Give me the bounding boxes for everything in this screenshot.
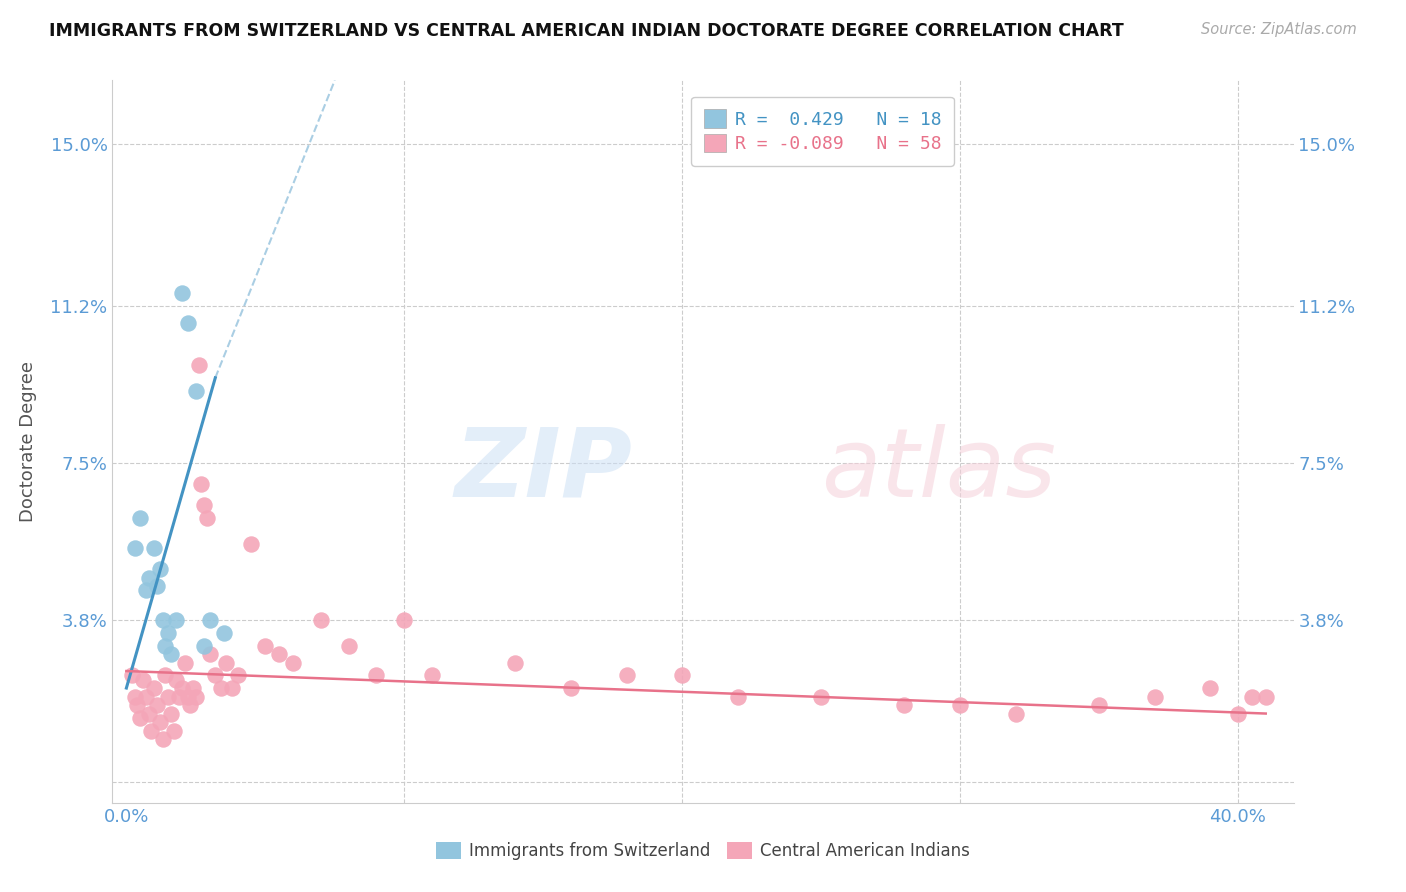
Point — [893, 698, 915, 712]
Point — [152, 613, 174, 627]
Text: atlas: atlas — [821, 424, 1056, 517]
Point — [176, 316, 198, 330]
Point — [132, 673, 155, 687]
Point — [138, 570, 160, 584]
Point — [157, 690, 180, 704]
Point — [195, 511, 218, 525]
Point — [281, 656, 304, 670]
Point — [1199, 681, 1222, 695]
Text: Source: ZipAtlas.com: Source: ZipAtlas.com — [1201, 22, 1357, 37]
Point — [1240, 690, 1263, 704]
Point — [135, 583, 157, 598]
Point — [127, 698, 149, 712]
Point — [212, 625, 235, 640]
Point — [146, 579, 169, 593]
Point — [155, 639, 177, 653]
Point — [616, 668, 638, 682]
Point — [1226, 706, 1249, 721]
Point — [810, 690, 832, 704]
Point — [193, 639, 215, 653]
Point — [165, 673, 187, 687]
Point — [165, 613, 187, 627]
Point — [173, 656, 195, 670]
Text: ZIP: ZIP — [454, 424, 633, 517]
Point — [160, 706, 183, 721]
Point — [420, 668, 443, 682]
Point — [1143, 690, 1166, 704]
Point — [129, 711, 152, 725]
Point — [209, 681, 232, 695]
Point — [727, 690, 749, 704]
Point — [193, 498, 215, 512]
Point — [124, 541, 146, 555]
Point — [240, 536, 263, 550]
Point — [949, 698, 972, 712]
Point — [129, 511, 152, 525]
Point — [162, 723, 184, 738]
Point — [184, 690, 207, 704]
Point — [121, 668, 143, 682]
Y-axis label: Doctorate Degree: Doctorate Degree — [18, 361, 37, 522]
Point — [143, 541, 166, 555]
Point — [149, 562, 172, 576]
Legend: Immigrants from Switzerland, Central American Indians: Immigrants from Switzerland, Central Ame… — [429, 835, 977, 867]
Point — [254, 639, 277, 653]
Point — [394, 613, 416, 627]
Point — [146, 698, 169, 712]
Point — [221, 681, 243, 695]
Point — [187, 358, 209, 372]
Point — [155, 668, 177, 682]
Point — [198, 647, 221, 661]
Point — [1254, 690, 1277, 704]
Point — [337, 639, 360, 653]
Point — [226, 668, 249, 682]
Point — [124, 690, 146, 704]
Point — [198, 613, 221, 627]
Point — [179, 698, 201, 712]
Point — [1004, 706, 1026, 721]
Point — [141, 723, 163, 738]
Point — [671, 668, 693, 682]
Point — [184, 384, 207, 398]
Point — [143, 681, 166, 695]
Point — [215, 656, 238, 670]
Point — [138, 706, 160, 721]
Point — [560, 681, 582, 695]
Point — [176, 690, 198, 704]
Point — [160, 647, 183, 661]
Point — [1088, 698, 1111, 712]
Point — [170, 285, 193, 300]
Point — [181, 681, 204, 695]
Point — [170, 681, 193, 695]
Point — [190, 477, 212, 491]
Point — [505, 656, 527, 670]
Point — [269, 647, 291, 661]
Text: IMMIGRANTS FROM SWITZERLAND VS CENTRAL AMERICAN INDIAN DOCTORATE DEGREE CORRELAT: IMMIGRANTS FROM SWITZERLAND VS CENTRAL A… — [49, 22, 1123, 40]
Point — [366, 668, 388, 682]
Point — [167, 690, 190, 704]
Point — [149, 714, 172, 729]
Point — [204, 668, 226, 682]
Point — [152, 732, 174, 747]
Point — [135, 690, 157, 704]
Point — [309, 613, 332, 627]
Point — [157, 625, 180, 640]
